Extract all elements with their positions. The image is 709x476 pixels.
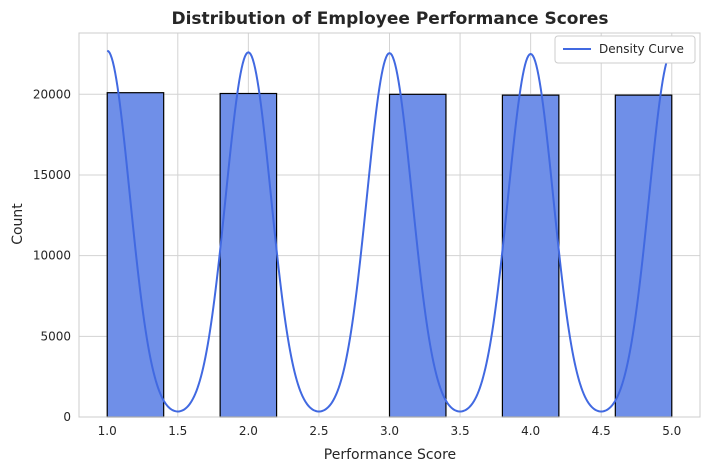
y-axis-label: Count <box>10 203 26 245</box>
x-tick-label: 2.0 <box>239 424 258 438</box>
x-tick-label: 3.0 <box>380 424 399 438</box>
axes-frame <box>78 32 701 418</box>
x-tick-label: 4.0 <box>521 424 540 438</box>
histogram-bar <box>219 92 278 418</box>
y-tick-label: 20000 <box>33 87 71 101</box>
histogram-bar <box>501 94 560 418</box>
legend-box <box>554 35 696 64</box>
x-axis-label: Performance Score <box>324 447 456 463</box>
plot-area: 1.0 1.5 2.0 2.5 3.0 3.5 4.0 4.5 5.0 0 5000 10000 150… <box>33 32 701 438</box>
density-curve-line <box>106 49 673 413</box>
chart-title: Distribution of Employee Performance Sco… <box>171 9 608 29</box>
legend-label-density-curve: Density Curve <box>599 42 684 56</box>
y-tick-label: 10000 <box>33 249 71 263</box>
legend: Density Curve <box>554 35 696 64</box>
x-tick-label: 1.5 <box>168 424 187 438</box>
x-tick-label: 4.5 <box>592 424 611 438</box>
y-tick-label: 15000 <box>33 168 71 182</box>
y-tick-label: 0 <box>63 410 71 424</box>
x-tick-label: 1.0 <box>98 424 117 438</box>
y-tick-label: 5000 <box>40 329 71 343</box>
x-tick-label: 3.5 <box>451 424 470 438</box>
x-tick-label: 5.0 <box>662 424 681 438</box>
x-tick-label: 2.5 <box>309 424 328 438</box>
